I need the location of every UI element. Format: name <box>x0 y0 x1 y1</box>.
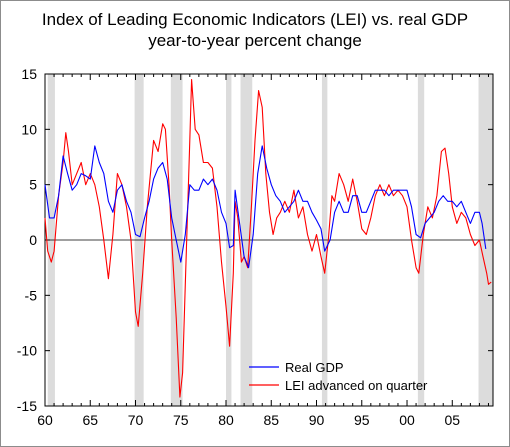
y-tick-label: 10 <box>21 121 37 137</box>
y-tick-label: -5 <box>25 287 38 303</box>
y-tick-label: 5 <box>29 177 37 193</box>
x-tick-label: 70 <box>128 412 144 428</box>
x-tick-label: 65 <box>82 412 98 428</box>
y-tick-label: 0 <box>29 232 37 248</box>
series-lines <box>44 78 492 398</box>
x-tick-label: 75 <box>173 412 189 428</box>
x-tick-label: 60 <box>37 412 53 428</box>
x-tick-label: 85 <box>263 412 279 428</box>
legend: Real GDP LEI advanced on quarter <box>249 360 428 393</box>
legend-label-lei: LEI advanced on quarter <box>285 378 428 393</box>
y-tick-label: -15 <box>17 398 37 414</box>
y-tick-label: -10 <box>17 343 37 359</box>
series-line-real-gdp <box>44 145 487 269</box>
chart-title: Index of Leading Economic Indicators (LE… <box>42 10 468 29</box>
x-tick-label: 95 <box>354 412 370 428</box>
series-line-lei <box>44 78 492 398</box>
x-tick-label: 90 <box>309 412 325 428</box>
x-tick-label: 00 <box>399 412 415 428</box>
x-tick-label: 05 <box>444 412 460 428</box>
legend-label-real-gdp: Real GDP <box>285 360 344 375</box>
chart-subtitle: year-to-year percent change <box>148 31 362 50</box>
y-tick-label: 15 <box>21 66 37 82</box>
x-tick-label: 80 <box>218 412 234 428</box>
